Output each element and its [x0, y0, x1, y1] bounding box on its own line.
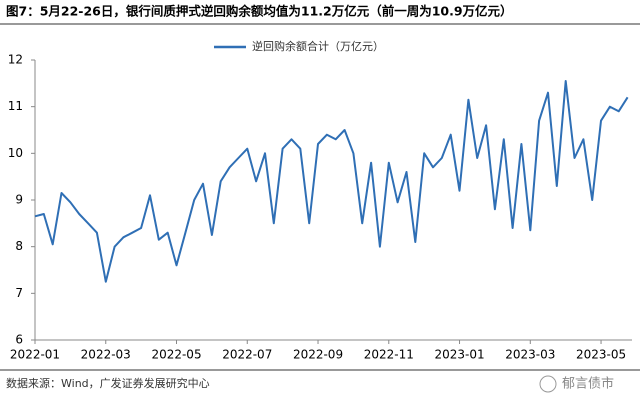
source: 数据来源：Wind，广发证券发展研究中心 [6, 376, 210, 390]
x-tick-label: 2023-05 [576, 348, 626, 362]
watermark-icon [539, 375, 557, 393]
x-tick-label: 2022-07 [222, 348, 272, 362]
x-tick-label: 2023-03 [505, 348, 555, 362]
y-tick-label: 6 [15, 333, 23, 347]
x-tick-label: 2022-09 [293, 348, 343, 362]
x-tick-label: 2023-01 [434, 348, 484, 362]
watermark: 郁言债市 [562, 376, 614, 392]
x-tick-label: 2022-05 [151, 348, 201, 362]
y-tick-label: 11 [8, 99, 23, 113]
y-tick-label: 8 [15, 239, 23, 253]
x-tick-label: 2022-03 [81, 348, 131, 362]
y-tick-label: 10 [8, 146, 23, 160]
x-tick-label: 2022-01 [10, 348, 60, 362]
chart-title: 图7：5月22-26日，银行间质押式逆回购余额均值为11.2万亿元（前一周为10… [6, 4, 513, 19]
legend-label: 逆回购余额合计（万亿元） [252, 39, 384, 53]
line-series [34, 80, 629, 283]
y-tick-label: 12 [8, 53, 23, 67]
x-tick-label: 2022-11 [364, 348, 414, 362]
y-tick-label: 7 [15, 286, 23, 300]
y-tick-label: 9 [15, 193, 23, 207]
